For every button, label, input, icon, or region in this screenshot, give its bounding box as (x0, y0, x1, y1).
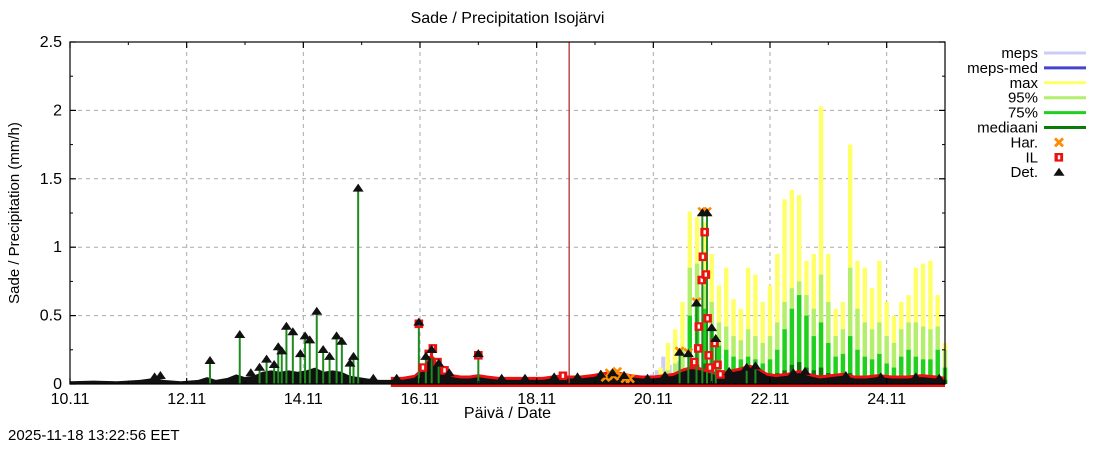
series-det (149, 183, 945, 382)
legend-label: mediaani (977, 120, 1038, 137)
y-tick-label: 2.5 (40, 34, 62, 51)
legend-item-har-: Har. (1010, 134, 1064, 151)
legend-label: IL (1025, 149, 1038, 166)
legend-item-meps-med: meps-med (967, 60, 1086, 77)
legend-label: meps (1001, 45, 1038, 62)
legend-item-95-: 95% (1008, 90, 1086, 107)
timestamp: 2025-11-18 13:22:56 EET (8, 427, 180, 444)
series-har (600, 206, 712, 384)
legend-label: Det. (1010, 164, 1038, 181)
x-axis-label: Päivä / Date (463, 405, 552, 422)
legend-label: meps-med (967, 60, 1038, 77)
legend-label: 75% (1008, 105, 1038, 122)
y-tick-label: 1 (53, 239, 62, 256)
x-tick-label: 18.11 (517, 391, 556, 408)
legend-item-max: max (1010, 75, 1086, 92)
x-tick-label: 12.11 (167, 391, 206, 408)
x-tick-label: 20.11 (634, 391, 673, 408)
chart-title: Sade / Precipitation Isojärvi (410, 10, 605, 27)
legend-item-mediaani: mediaani (977, 120, 1086, 137)
legend-item-il: IL (1025, 149, 1064, 166)
legend-label: 95% (1008, 90, 1038, 107)
legend-item-75-: 75% (1008, 105, 1086, 122)
x-tick-label: 14.11 (284, 391, 323, 408)
x-tick-label: 16.11 (401, 391, 440, 408)
x-tick-label: 10.11 (51, 391, 90, 408)
axes: 10.11 12.11 14.11 16.11 18.11 20.11 22.11 24.11… (40, 34, 946, 408)
y-tick-label: 0 (53, 376, 62, 393)
y-tick-label: 0.5 (40, 308, 62, 325)
x-tick-label: 22.11 (751, 391, 790, 408)
series-det-band (70, 356, 945, 384)
legend-label: Har. (1010, 134, 1038, 151)
legend-item-det-: Det. (1010, 164, 1065, 181)
x-tick-label: 24.11 (867, 391, 906, 408)
y-tick-label: 1.5 (40, 171, 62, 188)
series-il (414, 227, 725, 381)
y-tick-label: 2 (53, 102, 62, 119)
legend-label: max (1010, 75, 1039, 92)
det-triangle-icon (1053, 167, 1065, 176)
legend-item-meps: meps (1001, 45, 1086, 62)
